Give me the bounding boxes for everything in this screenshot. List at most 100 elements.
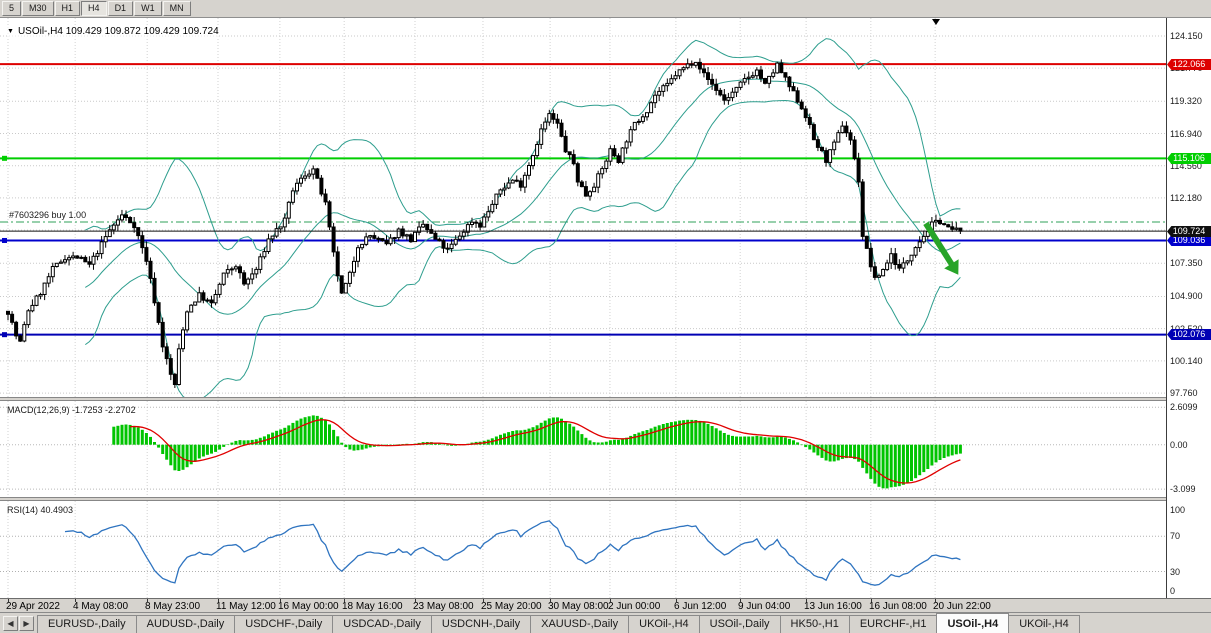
chart-shift-marker-icon[interactable] xyxy=(932,19,940,25)
price-badge-115.106: 115.106 xyxy=(1167,153,1211,164)
chart-tab-EURCHF-H1[interactable]: EURCHF-,H1 xyxy=(848,615,938,633)
price-axis-label: 119.320 xyxy=(1170,96,1202,106)
time-axis-label: 8 May 23:00 xyxy=(145,601,201,612)
chart-tab-USOil-Daily[interactable]: USOil-,Daily xyxy=(698,615,781,633)
tabs-scroll-left-icon[interactable]: ◀ xyxy=(3,616,18,631)
price-axis-label: 97.760 xyxy=(1170,388,1198,398)
chart-title: ▼ USOil-,H4 109.429 109.872 109.429 109.… xyxy=(7,26,219,37)
macd-axis-label: -3.099 xyxy=(1170,484,1196,494)
chart-title-text: USOil-,H4 109.429 109.872 109.429 109.72… xyxy=(17,26,219,37)
price-axis-label: 107.350 xyxy=(1170,258,1203,268)
rsi-indicator-canvas[interactable] xyxy=(0,501,1166,598)
bollinger-middle-band xyxy=(85,78,961,315)
timeframe-button-D1[interactable]: D1 xyxy=(107,1,134,16)
timeframe-button-5[interactable]: 5 xyxy=(2,1,22,16)
price-badge-109.724: 109.724 xyxy=(1167,226,1211,237)
chart-tab-USOil-H4[interactable]: USOil-,H4 xyxy=(936,613,1010,633)
macd-signal-line xyxy=(130,419,961,484)
time-axis-label: 23 May 08:00 xyxy=(413,601,474,612)
price-badge-122.066: 122.066 xyxy=(1167,59,1211,70)
time-axis-label: 16 May 00:00 xyxy=(278,601,339,612)
chart-tab-HK50-H1[interactable]: HK50-,H1 xyxy=(779,615,850,633)
chart-tab-AUDUSD-Daily[interactable]: AUDUSD-,Daily xyxy=(135,615,236,633)
rsi-line xyxy=(64,520,961,586)
macd-axis-label: 0.00 xyxy=(1170,440,1188,450)
time-axis-tick xyxy=(550,599,551,602)
price-chart-canvas[interactable] xyxy=(0,18,1166,397)
open-order-label: #7603296 buy 1.00 xyxy=(9,210,87,220)
time-axis[interactable]: 29 Apr 2022 4 May 08:00 8 May 23:00 11 May … xyxy=(0,598,1211,612)
panel-separator[interactable] xyxy=(0,397,1211,401)
trend-arrow-object[interactable] xyxy=(923,221,959,275)
time-axis-label: 2 Jun 00:00 xyxy=(608,601,661,612)
timeframe-button-MN[interactable]: MN xyxy=(162,1,191,16)
tabs-scroll-right-icon[interactable]: ▶ xyxy=(19,616,34,631)
time-axis-label: 30 May 08:00 xyxy=(548,601,609,612)
chart-tab-USDCNH-Daily[interactable]: USDCNH-,Daily xyxy=(430,615,532,633)
price-axis-label: 124.150 xyxy=(1170,31,1203,41)
hline-handle[interactable] xyxy=(2,155,7,161)
chart-tab-EURUSD-Daily[interactable]: EURUSD-,Daily xyxy=(37,615,137,633)
time-axis-label: 29 Apr 2022 xyxy=(6,601,60,612)
time-axis-label: 13 Jun 16:00 xyxy=(804,601,862,612)
chart-collapse-icon[interactable]: ▼ xyxy=(7,27,14,35)
chart-tab-USDCAD-Daily[interactable]: USDCAD-,Daily xyxy=(332,615,432,633)
time-axis-label: 16 Jun 08:00 xyxy=(869,601,927,612)
chart-tab-UKOil-H4[interactable]: UKOil-,H4 xyxy=(628,615,700,633)
time-axis-label: 20 Jun 22:00 xyxy=(933,601,991,612)
time-axis-tick xyxy=(610,599,611,602)
bollinger-lower-band xyxy=(85,99,961,397)
price-axis-label: 104.900 xyxy=(1170,291,1203,301)
macd-histogram xyxy=(112,415,962,489)
chart-tabs-bar: ◀ ▶ EURUSD-,Daily AUDUSD-,Daily USDCHF-,Dail… xyxy=(0,612,1211,633)
chart-tab-UKOil-H4[interactable]: UKOil-,H4 xyxy=(1008,615,1080,633)
time-axis-tick xyxy=(415,599,416,602)
timeframe-button-H4[interactable]: H4 xyxy=(81,1,107,16)
rsi-axis-label: 0 xyxy=(1170,586,1176,596)
rsi-indicator-label: RSI(14) 40.4903 xyxy=(7,505,74,515)
panel-separator[interactable] xyxy=(0,497,1211,501)
price-axis-label: 112.180 xyxy=(1170,193,1202,203)
price-axis-label: 100.140 xyxy=(1170,356,1203,366)
rsi-axis-label: 30 xyxy=(1170,567,1181,577)
time-axis-tick xyxy=(935,599,936,602)
time-axis-label: 25 May 20:00 xyxy=(481,601,542,612)
time-axis-tick xyxy=(740,599,741,602)
rsi-axis-label: 100 xyxy=(1170,505,1186,515)
price-badge-102.076: 102.076 xyxy=(1167,329,1211,340)
time-axis-tick xyxy=(676,599,677,602)
time-axis-label: 6 Jun 12:00 xyxy=(674,601,727,612)
price-badge-109.036: 109.036 xyxy=(1167,235,1211,246)
macd-axis-label: 2.6099 xyxy=(1170,402,1198,412)
time-axis-tick xyxy=(806,599,807,602)
time-axis-label: 9 Jun 04:00 xyxy=(738,601,791,612)
candlesticks xyxy=(6,58,963,388)
time-axis-tick xyxy=(483,599,484,602)
chart-tab-USDCHF-Daily[interactable]: USDCHF-,Daily xyxy=(234,615,334,633)
price-axis[interactable]: 124.150121.770119.320116.940114.560112.1… xyxy=(1166,18,1211,598)
timeframe-button-W1[interactable]: W1 xyxy=(134,1,162,16)
time-axis-tick xyxy=(8,599,9,602)
time-axis-tick xyxy=(871,599,872,602)
time-axis-label: 18 May 16:00 xyxy=(342,601,403,612)
timeframe-button-H1[interactable]: H1 xyxy=(54,1,81,16)
timeframe-button-M30[interactable]: M30 xyxy=(22,1,54,16)
hline-handle[interactable] xyxy=(2,332,7,338)
time-axis-tick xyxy=(218,599,219,602)
rsi-gridlines xyxy=(0,501,1166,598)
macd-indicator-label: MACD(12,26,9) -1.7253 -2.2702 xyxy=(7,405,136,415)
price-axis-label: 114.560 xyxy=(1170,161,1202,171)
chart-tab-XAUUSD-Daily[interactable]: XAUUSD-,Daily xyxy=(530,615,630,633)
time-axis-label: 4 May 08:00 xyxy=(73,601,129,612)
time-axis-tick xyxy=(280,599,281,602)
macd-indicator-canvas[interactable] xyxy=(0,401,1166,497)
price-axis-label: 116.940 xyxy=(1170,129,1202,139)
hline-handle[interactable] xyxy=(2,237,7,243)
time-axis-tick xyxy=(75,599,76,602)
macd-gridlines xyxy=(0,401,1166,497)
timeframe-toolbar: 5 M30 H1 H4 D1 W1 MN xyxy=(0,0,1211,18)
chart-window[interactable]: ▼ USOil-,H4 109.429 109.872 109.429 109.… xyxy=(0,18,1211,612)
rsi-axis-label: 70 xyxy=(1170,531,1181,541)
time-axis-tick xyxy=(147,599,148,602)
